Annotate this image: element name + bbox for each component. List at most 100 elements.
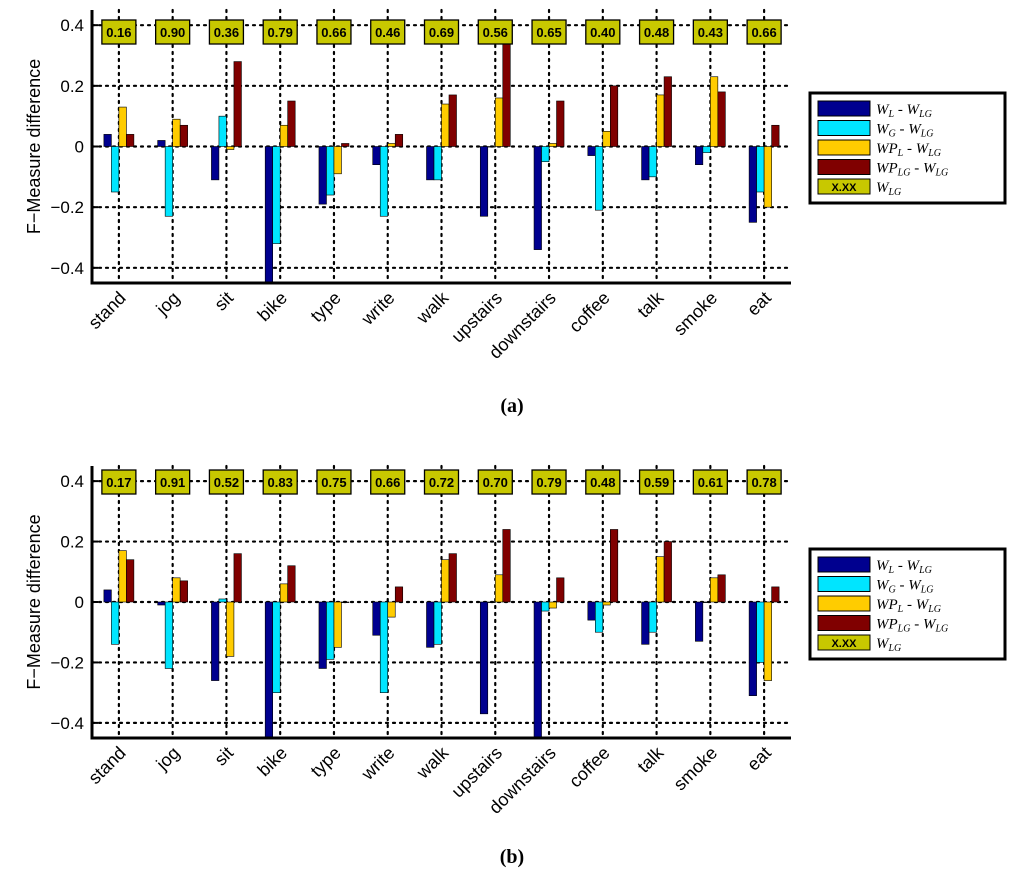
bar-wplg-talk [663,76,672,147]
y-tick-label: 0.4 [60,16,84,35]
wlg-value-box [585,19,621,45]
wlg-value-box [101,469,137,495]
bar-wg-sit [218,598,227,603]
bar-wl-coffee [587,601,596,621]
wlg-value-label: 0.66 [751,25,776,40]
legend-label-suffix-sub: LG [920,585,934,596]
bar-wg-downstairs [541,146,550,162]
bar-wl-walk [426,146,435,181]
x-tick-label-jog: jog [152,743,184,775]
bar-wg-stand [111,601,120,645]
wlg-value-box [746,19,782,45]
wlg-value-box [370,19,406,45]
wlg-value-label: 0.70 [483,475,508,490]
bar-wl-jog [157,601,166,606]
bar-wg-talk [648,146,657,178]
legend-label-sub: L [888,109,895,120]
x-tick-label-walk: walk [412,742,453,783]
bar-wplg-downstairs [556,100,565,147]
wlg-value-box [208,469,245,495]
y-axis-title: F−Measure difference [24,59,44,234]
wlg-value-label: 0.66 [321,25,346,40]
legend-label-wl: WL - WLG [876,558,932,576]
wlg-value-box [316,19,352,45]
x-tick-label-write: write [357,743,399,785]
wlg-value-box [692,19,728,45]
wlg-value-label: 0.91 [160,475,185,490]
legend-label-suffix-sub: LG [920,129,934,140]
legend-label-sub: L [897,148,904,159]
legend-label-main: WP [876,617,898,633]
bar-wl-bike [264,146,273,284]
legend-label-main: W [876,636,890,652]
x-tick-label-talk: talk [633,287,668,322]
y-tick-label: 0.2 [60,77,84,96]
bar-wl-sit [211,146,220,181]
wlg-value-label: 0.17 [106,475,131,490]
legend-label-wlg: WLG [876,636,901,654]
chart-panel-b: 0.17 0.91 0.52 0.83 0.75 0.66 0.72 0.70 0.79 0.48… [24,464,1007,868]
bar-wpl-bike [279,583,288,603]
bar-wplg-coffee [610,85,619,147]
wlg-value-box [692,469,728,495]
wlg-value-box [477,19,513,45]
legend-label-suffix-sub: LG [927,604,941,615]
bar-wl-type [318,601,327,669]
legend-label-wg: WG - WLG [876,122,934,140]
bar-wpl-smoke [710,76,719,147]
legend-label-main: WP [876,597,898,613]
legend-label-main: W [876,122,890,138]
bar-wpl-upstairs [494,574,504,603]
legend-label-suffix-sub: LG [918,109,932,120]
bar-wg-downstairs [541,601,550,612]
legend-swatch-wg [817,120,871,136]
x-tick-label-sit: sit [210,288,237,315]
bar-wplg-walk [448,553,457,603]
x-tick-label-eat: eat [743,288,775,320]
bar-wplg-bike [287,100,296,147]
y-tick-label: −0.2 [50,198,84,217]
bar-wpl-eat [763,146,772,208]
x-tick-label-talk: talk [633,742,668,777]
bar-wl-talk [641,146,650,181]
bar-wplg-jog [179,124,188,147]
bar-wl-stand [103,134,112,147]
bar-wplg-sit [233,553,242,603]
wlg-value-label: 0.72 [429,475,454,490]
legend-label-main: W [876,558,890,574]
y-tick-label: 0 [75,138,84,157]
x-tick-label-smoke: smoke [670,288,722,340]
bar-wl-coffee [587,146,596,156]
legend-label-wplg: WPLG - WLG [876,161,948,179]
legend-box-text: X.XX [831,182,857,194]
legend-label-sub: LG [888,187,902,198]
bar-wl-sit [211,601,220,681]
bar-wplg-walk [448,94,457,147]
bar-wl-upstairs [479,146,489,217]
bar-wl-eat [748,146,757,223]
bar-wplg-sit [233,61,242,147]
bar-wg-bike [272,146,281,244]
bar-wg-talk [648,601,657,633]
wlg-value-box [370,469,406,495]
legend-label-sub: LG [897,624,911,635]
wlg-value-box [638,469,675,495]
bar-wplg-stand [126,134,135,147]
wlg-value-label: 0.83 [268,475,293,490]
legend-label-sub: L [888,565,895,576]
bar-wpl-talk [656,94,665,147]
wlg-value-label: 0.40 [590,25,615,40]
bar-wpl-stand [118,106,127,147]
bar-wl-walk [426,601,435,648]
bar-wplg-write [394,134,404,147]
y-tick-label: −0.4 [50,259,84,278]
wlg-value-label: 0.59 [644,475,669,490]
legend-swatch-wplg [817,159,871,175]
bar-wplg-smoke [717,574,726,603]
bar-wplg-stand [126,559,135,603]
legend-label-sub: L [897,604,904,615]
bar-wpl-write [387,601,396,618]
bar-wpl-walk [441,559,450,603]
legend-label-sub: LG [888,643,902,654]
x-tick-label-type: type [307,288,345,326]
